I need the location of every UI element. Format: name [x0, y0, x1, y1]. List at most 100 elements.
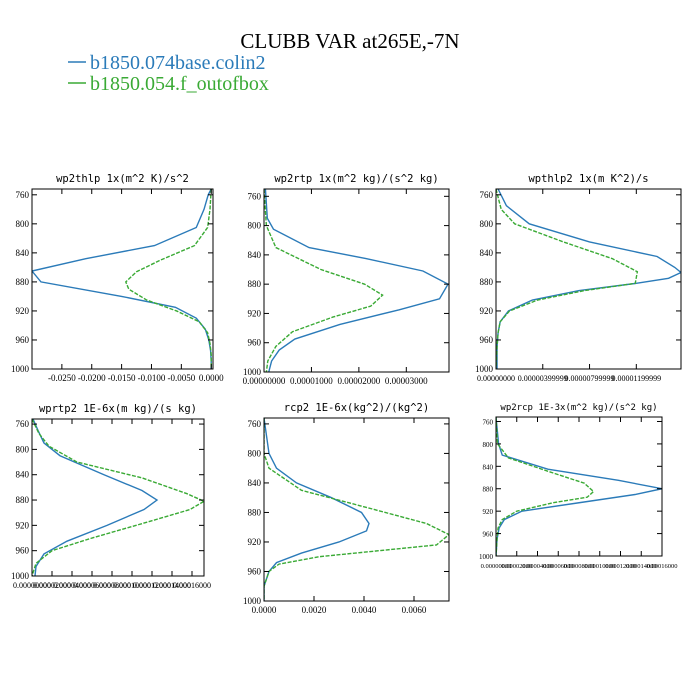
y-tick-label: 840 [248, 478, 262, 488]
y-tick-label: 920 [16, 520, 30, 530]
y-tick-label: 880 [16, 495, 30, 505]
y-tick-label: 800 [483, 441, 494, 449]
x-tick-label: 0.00002000 [501, 563, 532, 570]
x-tick-label: -0.0250 [48, 373, 76, 383]
y-tick-label: 1000 [475, 364, 494, 374]
legend-label-series-2: b1850.054.f_outofbox [90, 73, 269, 95]
x-tick-label: 0.00003000 [385, 376, 428, 386]
series-line-1 [264, 189, 449, 372]
y-tick-label: 840 [16, 470, 30, 480]
panel-title: wpthlp2 1x(m K^2)/s [528, 173, 648, 185]
y-tick-label: 880 [16, 277, 30, 287]
x-tick-label: 0.0040 [352, 605, 377, 615]
x-tick-label: 0.00012000 [133, 581, 171, 590]
y-tick-label: 1000 [11, 364, 30, 374]
plot-frame [263, 417, 450, 602]
series-line-2 [496, 417, 595, 556]
x-tick-label: 0.00000000 [243, 376, 286, 386]
y-tick-label: 800 [16, 219, 30, 229]
series-line-2 [124, 189, 212, 369]
x-tick-label: 0.00000000 [13, 581, 51, 590]
legend-label-series-1: b1850.074base.colin2 [90, 52, 266, 74]
y-tick-label: 760 [248, 191, 262, 201]
y-tick-label: 760 [16, 419, 30, 429]
x-tick-label: 0.00012000 [605, 563, 636, 570]
y-tick-label: 960 [248, 566, 262, 576]
y-tick-label: 840 [480, 248, 494, 258]
x-tick-label: 0.00008000 [564, 563, 595, 570]
panel-6: wp2rcp 1E-3x(m^2 kg)/(s^2 kg) 760 800 840 88… [479, 403, 677, 570]
y-tick-label: 960 [16, 546, 30, 556]
plot-frame [263, 188, 450, 373]
x-tick-label: 0.00001199999 [611, 374, 661, 383]
panel-title: wp2rtp 1x(m^2 kg)/(s^2 kg) [274, 173, 438, 185]
y-tick-label: 880 [483, 486, 494, 494]
x-tick-label: 0.0000 [199, 373, 224, 383]
y-tick-label: 1000 [243, 367, 262, 377]
y-tick-label: 800 [480, 219, 494, 229]
x-tick-label: 0.0060 [402, 605, 427, 615]
panels-grid: wp2thlp 1x(m^2 K)/s^2 760 800 840 880 920 960 1… [11, 173, 682, 615]
x-tick-label: 0.00004000 [53, 581, 91, 590]
panel-1: wp2thlp 1x(m^2 K)/s^2 760 800 840 880 920 960 1… [11, 173, 224, 383]
x-tick-label: 0.00008000 [93, 581, 131, 590]
series-line-1 [32, 419, 159, 576]
y-tick-label: 1000 [479, 553, 494, 561]
y-tick-label: 760 [480, 190, 494, 200]
y-tick-label: 1000 [243, 596, 262, 606]
y-tick-label: 920 [16, 306, 30, 316]
y-tick-label: 840 [248, 250, 262, 260]
series-line-2 [264, 189, 384, 372]
plot-frame [495, 188, 682, 370]
y-tick-label: 880 [248, 507, 262, 517]
x-tick-label: -0.0100 [138, 373, 166, 383]
x-tick-label: 0.00001000 [290, 376, 333, 386]
series-line-1 [496, 417, 662, 556]
y-tick-label: 760 [483, 418, 494, 426]
panel-5: rcp2 1E-6x(kg^2)/(kg^2) 760 800 840 880 920 96… [243, 402, 450, 615]
y-tick-label: 880 [248, 279, 262, 289]
x-tick-label: 0.00016000 [647, 563, 678, 570]
x-tick-label: 0.0020 [302, 605, 327, 615]
y-tick-label: 880 [480, 277, 494, 287]
panel-4: wprtp2 1E-6x(m kg)/(s kg) 760 800 840 880 920… [11, 403, 211, 590]
x-tick-label: 0.00002000 [337, 376, 380, 386]
panel-3: wpthlp2 1x(m K^2)/s 760 800 840 880 920 960 100… [475, 173, 682, 383]
panel-2: wp2rtp 1x(m^2 kg)/(s^2 kg) 760 800 840 880 92… [243, 173, 450, 386]
plot-frame [31, 418, 205, 577]
x-tick-label: 0.00000799999 [565, 374, 615, 383]
y-tick-label: 800 [248, 448, 262, 458]
y-tick-label: 800 [16, 444, 30, 454]
x-tick-label: -0.0150 [108, 373, 136, 383]
figure-title: CLUBB VAR at265E,-7N [240, 29, 459, 53]
x-tick-label: 0.00014000 [153, 581, 191, 590]
y-tick-label: 960 [480, 335, 494, 345]
x-tick-label: 0.00016000 [173, 581, 211, 590]
series-line-1 [264, 418, 370, 601]
series-line-1 [496, 189, 681, 369]
x-tick-label: 0.00000000 [481, 563, 512, 570]
panel-title: wp2thlp 1x(m^2 K)/s^2 [56, 173, 189, 185]
y-tick-label: 960 [248, 338, 262, 348]
x-tick-label: 0.00006000 [543, 563, 574, 570]
plot-frame [31, 188, 214, 370]
y-tick-label: 920 [480, 306, 494, 316]
x-tick-label: 0.00004000 [522, 563, 553, 570]
y-tick-label: 920 [248, 537, 262, 547]
x-tick-label: 0.00010000 [113, 581, 151, 590]
y-tick-label: 840 [483, 463, 494, 471]
y-tick-label: 760 [16, 190, 30, 200]
y-tick-label: 960 [16, 335, 30, 345]
plot-frame [495, 416, 663, 557]
x-tick-label: 0.00010000 [584, 563, 615, 570]
series-line-2 [32, 419, 204, 576]
y-tick-label: 920 [248, 308, 262, 318]
x-tick-label: -0.0200 [78, 373, 106, 383]
x-tick-label: 0.00000000 [477, 374, 515, 383]
x-tick-label: 0.0000 [252, 605, 277, 615]
y-tick-label: 960 [483, 531, 494, 539]
y-tick-label: 1000 [11, 571, 30, 581]
series-line-1 [32, 189, 212, 369]
y-tick-label: 840 [16, 248, 30, 258]
